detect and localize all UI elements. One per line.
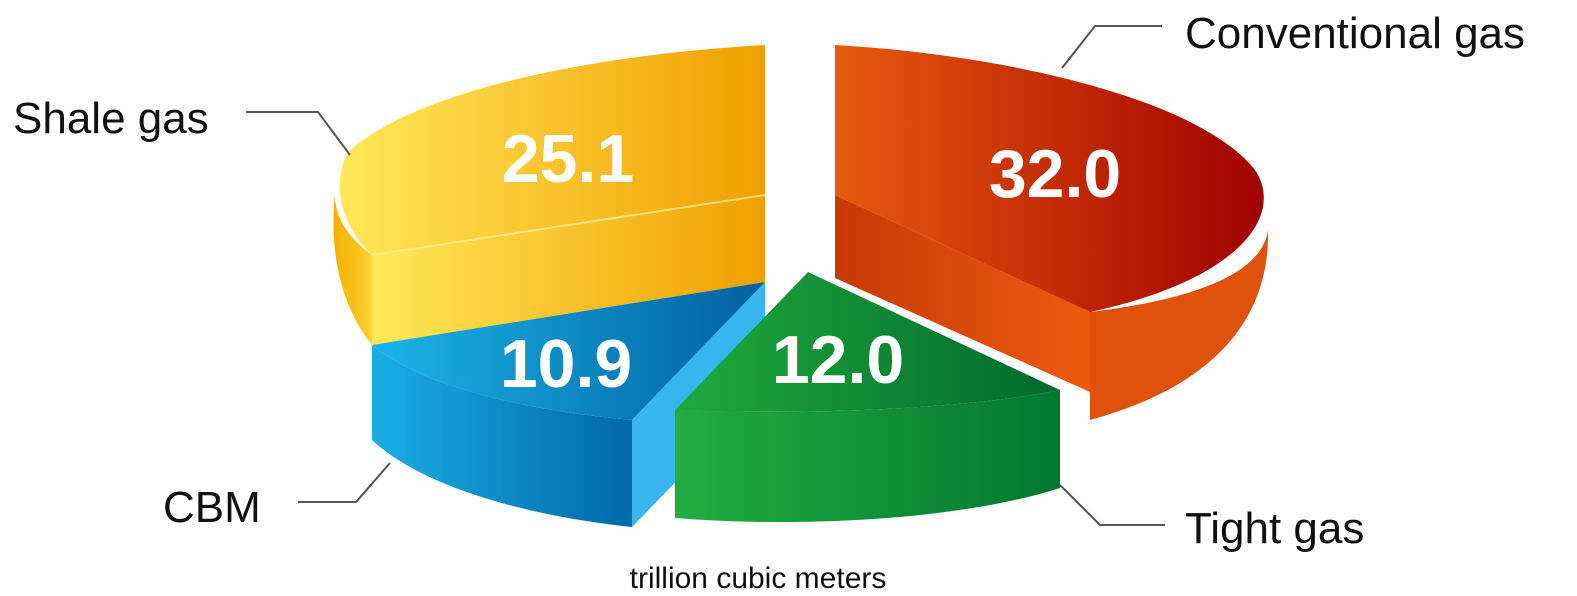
slice-conventional-gas <box>835 45 1269 420</box>
slice-shale-gas-top <box>339 45 765 255</box>
label-cbm: CBM <box>163 483 261 532</box>
value-conventional-gas: 32.0 <box>989 136 1121 212</box>
slice-cbm-top <box>372 282 765 420</box>
slice-conventional-gas-front <box>835 195 1090 392</box>
slice-shale-gas-front <box>372 195 765 345</box>
label-shale-gas: Shale gas <box>13 94 209 143</box>
slice-tight-gas-top <box>675 272 1060 412</box>
leader-cbm <box>298 462 391 503</box>
unit-label: trillion cubic meters <box>630 562 887 595</box>
slice-conventional-gas-top <box>835 45 1264 312</box>
slice-conventional-gas-side <box>1090 230 1269 420</box>
slice-cbm-side <box>372 345 632 527</box>
value-cbm: 10.9 <box>500 326 632 402</box>
slice-shale-gas-edge <box>371 194 766 256</box>
label-tight-gas: Tight gas <box>1185 504 1364 553</box>
leader-conventional-gas <box>1061 25 1162 69</box>
leader-shale-gas <box>246 111 351 156</box>
value-shale-gas: 25.1 <box>502 121 634 197</box>
slice-shale-gas-side <box>333 195 372 345</box>
label-conventional-gas: Conventional gas <box>1185 9 1525 58</box>
leader-tight-gas <box>1059 484 1165 526</box>
slice-shale-gas <box>333 45 766 345</box>
slice-tight-gas <box>675 272 1060 523</box>
slice-tight-gas-side <box>675 390 1060 523</box>
value-tight-gas: 12.0 <box>772 322 904 398</box>
